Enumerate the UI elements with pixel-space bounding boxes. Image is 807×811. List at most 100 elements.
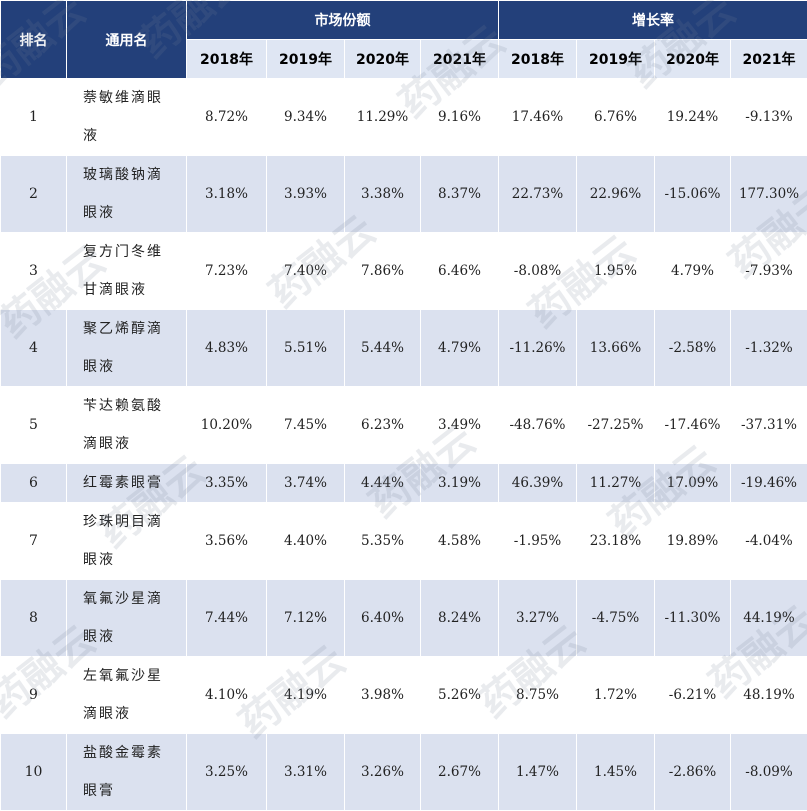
growth-rate-cell: 22.73% (499, 156, 577, 233)
header-growth-year: 2021年 (731, 40, 807, 79)
market-share-cell: 3.49% (421, 387, 499, 464)
market-share-cell: 3.98% (345, 657, 421, 734)
growth-rate-cell: 177.30% (731, 156, 807, 233)
drug-name-line: 萘敏维滴眼 (83, 79, 180, 117)
drug-name-line: 复方门冬维 (83, 233, 180, 271)
header-growth-rate: 增长率 (499, 1, 807, 40)
growth-rate-cell: -27.25% (577, 387, 655, 464)
growth-rate-cell: 1.95% (577, 233, 655, 310)
market-share-cell: 7.44% (187, 580, 267, 657)
market-share-cell: 3.19% (421, 464, 499, 503)
header-name: 通用名 (67, 1, 187, 79)
growth-rate-cell: -6.21% (655, 657, 731, 734)
growth-rate-cell: 11.27% (577, 464, 655, 503)
market-share-cell: 4.10% (187, 657, 267, 734)
market-share-cell: 5.44% (345, 310, 421, 387)
market-share-cell: 7.40% (267, 233, 345, 310)
market-share-cell: 11.29% (345, 79, 421, 156)
drug-name-line: 苄达赖氨酸 (83, 387, 180, 425)
growth-rate-cell: 46.39% (499, 464, 577, 503)
market-share-cell: 3.26% (345, 734, 421, 811)
market-share-cell: 6.46% (421, 233, 499, 310)
growth-rate-cell: 3.27% (499, 580, 577, 657)
header-share-year: 2020年 (345, 40, 421, 79)
market-share-cell: 3.25% (187, 734, 267, 811)
market-share-cell: 4.19% (267, 657, 345, 734)
drug-name-cell: 左氧氟沙星滴眼液 (67, 657, 187, 734)
growth-rate-cell: 8.75% (499, 657, 577, 734)
market-share-cell: 9.34% (267, 79, 345, 156)
growth-rate-cell: 6.76% (577, 79, 655, 156)
drug-name-line: 聚乙烯醇滴 (83, 310, 180, 348)
drug-name-cell: 珍珠明目滴眼液 (67, 503, 187, 580)
market-share-cell: 9.16% (421, 79, 499, 156)
market-share-cell: 2.67% (421, 734, 499, 811)
market-share-cell: 3.56% (187, 503, 267, 580)
header-growth-year: 2019年 (577, 40, 655, 79)
drug-name-line: 左氧氟沙星 (83, 657, 180, 695)
rank-cell: 3 (1, 233, 67, 310)
drug-name-line: 滴眼液 (83, 425, 180, 463)
header-rank: 排名 (1, 1, 67, 79)
market-share-cell: 7.86% (345, 233, 421, 310)
growth-rate-cell: 19.89% (655, 503, 731, 580)
growth-rate-cell: -8.09% (731, 734, 807, 811)
market-share-cell: 6.40% (345, 580, 421, 657)
growth-rate-cell: -2.86% (655, 734, 731, 811)
growth-rate-cell: 48.19% (731, 657, 807, 734)
drug-name-cell: 玻璃酸钠滴眼液 (67, 156, 187, 233)
header-growth-year: 2020年 (655, 40, 731, 79)
growth-rate-cell: 19.24% (655, 79, 731, 156)
growth-rate-cell: -37.31% (731, 387, 807, 464)
market-share-cell: 3.93% (267, 156, 345, 233)
growth-rate-cell: -1.32% (731, 310, 807, 387)
growth-rate-cell: -4.75% (577, 580, 655, 657)
market-share-cell: 7.23% (187, 233, 267, 310)
drug-name-line: 氧氟沙星滴 (83, 580, 180, 618)
growth-rate-cell: 17.09% (655, 464, 731, 503)
growth-rate-cell: -4.04% (731, 503, 807, 580)
rank-cell: 7 (1, 503, 67, 580)
header-share-year: 2021年 (421, 40, 499, 79)
drug-name-cell: 聚乙烯醇滴眼液 (67, 310, 187, 387)
drug-name-line: 眼液 (83, 541, 180, 579)
market-share-cell: 3.31% (267, 734, 345, 811)
market-share-cell: 8.72% (187, 79, 267, 156)
rank-cell: 2 (1, 156, 67, 233)
drug-name-cell: 红霉素眼膏 (67, 464, 187, 503)
growth-rate-cell: 1.45% (577, 734, 655, 811)
market-share-cell: 10.20% (187, 387, 267, 464)
growth-rate-cell: -48.76% (499, 387, 577, 464)
rank-cell: 4 (1, 310, 67, 387)
drug-name-line: 甘滴眼液 (83, 271, 180, 309)
market-share-cell: 5.26% (421, 657, 499, 734)
growth-rate-cell: -1.95% (499, 503, 577, 580)
rank-cell: 5 (1, 387, 67, 464)
market-share-cell: 3.74% (267, 464, 345, 503)
drug-name-line: 滴眼液 (83, 695, 180, 733)
drug-name-cell: 复方门冬维甘滴眼液 (67, 233, 187, 310)
rank-cell: 10 (1, 734, 67, 811)
header-market-share: 市场份额 (187, 1, 499, 40)
growth-rate-cell: 44.19% (731, 580, 807, 657)
header-share-year: 2018年 (187, 40, 267, 79)
growth-rate-cell: -9.13% (731, 79, 807, 156)
rank-cell: 6 (1, 464, 67, 503)
growth-rate-cell: -8.08% (499, 233, 577, 310)
market-share-cell: 8.37% (421, 156, 499, 233)
drug-name-line: 红霉素眼膏 (83, 464, 180, 502)
market-share-cell: 7.12% (267, 580, 345, 657)
drug-name-line: 眼膏 (83, 772, 180, 810)
growth-rate-cell: 1.72% (577, 657, 655, 734)
growth-rate-cell: 23.18% (577, 503, 655, 580)
drug-name-line: 眼液 (83, 618, 180, 656)
market-share-cell: 5.35% (345, 503, 421, 580)
